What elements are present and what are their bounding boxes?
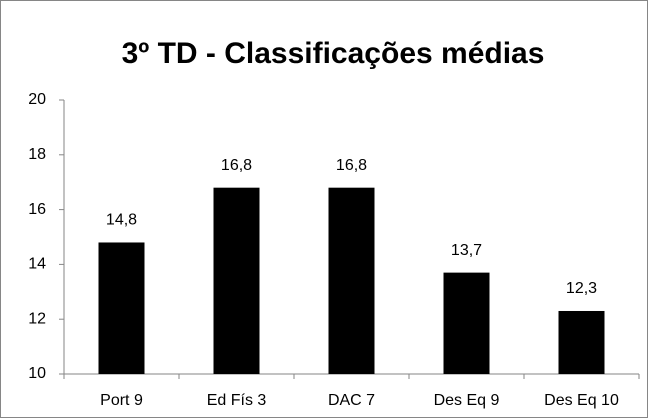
x-tick-label: Ed Fís 3 [207, 392, 267, 409]
x-tick-label: Des Eq 9 [434, 392, 500, 409]
x-tick-label: Des Eq 10 [544, 392, 619, 409]
y-tick-label: 20 [28, 91, 46, 108]
value-label: 14,8 [106, 212, 137, 229]
value-label: 12,3 [566, 280, 597, 297]
value-label: 13,7 [451, 242, 482, 259]
x-tick-label: DAC 7 [328, 392, 375, 409]
bar [558, 310, 605, 374]
bar [98, 242, 145, 374]
chart-title: 3º TD - Classificações médias [122, 37, 545, 70]
y-tick-label: 12 [28, 310, 46, 327]
bar [443, 272, 490, 374]
x-tick-label: Port 9 [100, 392, 143, 409]
value-label: 16,8 [336, 157, 367, 174]
y-tick-label: 16 [28, 201, 46, 218]
y-tick-label: 14 [28, 256, 46, 273]
value-label: 16,8 [221, 157, 252, 174]
bar [213, 187, 260, 374]
y-tick-label: 18 [28, 146, 46, 163]
y-tick-label: 10 [28, 365, 46, 382]
bar [328, 187, 375, 374]
